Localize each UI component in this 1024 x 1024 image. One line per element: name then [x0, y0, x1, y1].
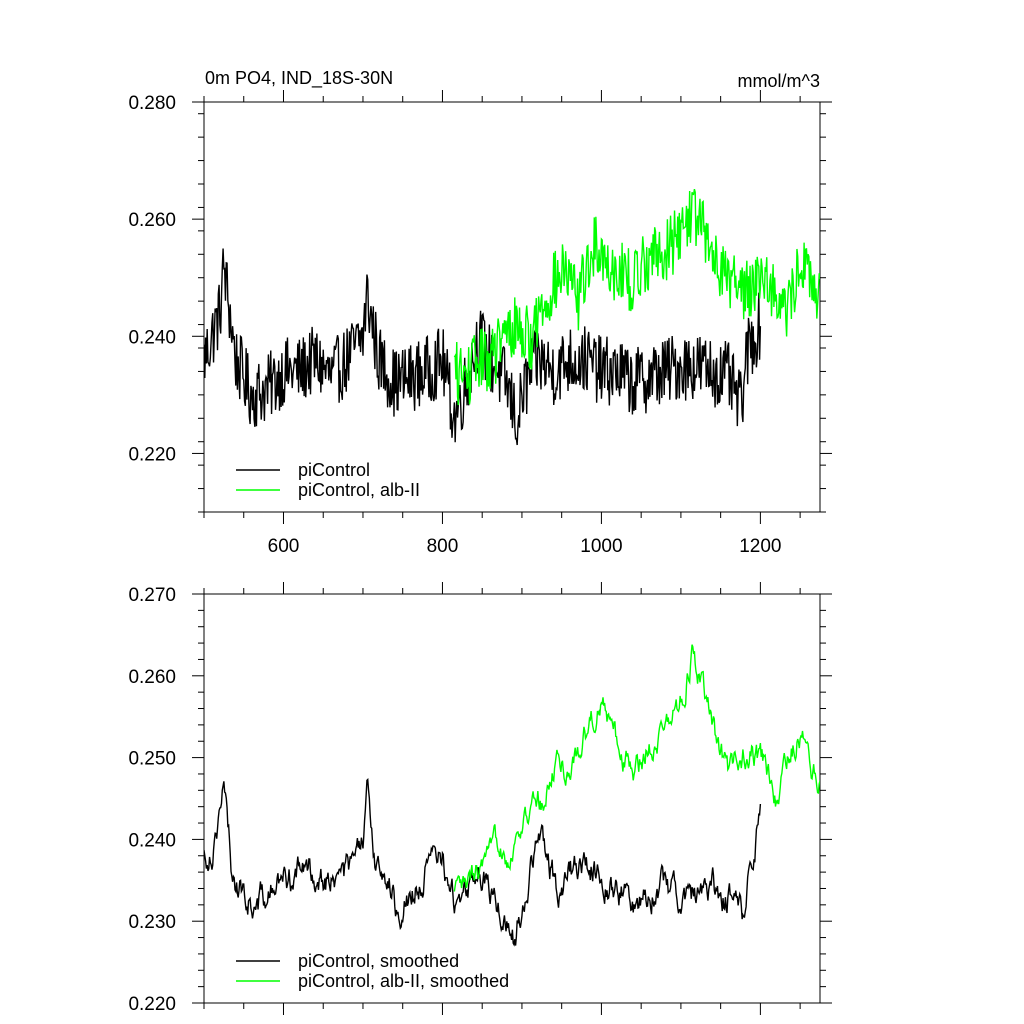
- top-panel-title: 0m PO4, IND_18S-30N: [205, 68, 393, 89]
- series-line-alb-ii: [453, 644, 820, 892]
- y-tick-label: 0.270: [128, 585, 176, 606]
- legend-label: piControl, smoothed: [298, 951, 459, 971]
- y-tick-label: 0.220: [128, 994, 176, 1015]
- x-tick-label: 1200: [739, 536, 781, 557]
- y-tick-label: 0.260: [128, 667, 176, 688]
- bottom-panel: 0.220 0.230 0.240 0.250 0.260 0.270 piControl,…: [128, 582, 832, 1015]
- x-tick-label: 1000: [580, 536, 622, 557]
- y-tick-label: 0.250: [128, 749, 176, 770]
- top-panel: 0m PO4, IND_18S-30N mmol/m^3 600 800 1000 1…: [128, 68, 832, 557]
- legend-label: piControl, alb-II, smoothed: [298, 971, 509, 991]
- legend-label: piControl, alb-II: [298, 480, 420, 500]
- legend-label: piControl: [298, 460, 370, 480]
- y-tick-label: 0.280: [128, 93, 176, 114]
- series-line-picontrol: [204, 248, 762, 446]
- y-tick-label: 0.240: [128, 327, 176, 348]
- series-line-picontrol: [204, 778, 762, 947]
- y-tick-label: 0.220: [128, 444, 176, 465]
- x-tick-label: 800: [427, 536, 459, 557]
- top-panel-units: mmol/m^3: [738, 71, 820, 91]
- series-line-alb-ii: [453, 188, 820, 406]
- plot-frame: [203, 101, 821, 513]
- plot-frame: [203, 593, 821, 1004]
- y-tick-label: 0.260: [128, 210, 176, 231]
- y-tick-label: 0.230: [128, 912, 176, 933]
- y-tick-label: 0.240: [128, 830, 176, 851]
- x-tick-label: 600: [268, 536, 300, 557]
